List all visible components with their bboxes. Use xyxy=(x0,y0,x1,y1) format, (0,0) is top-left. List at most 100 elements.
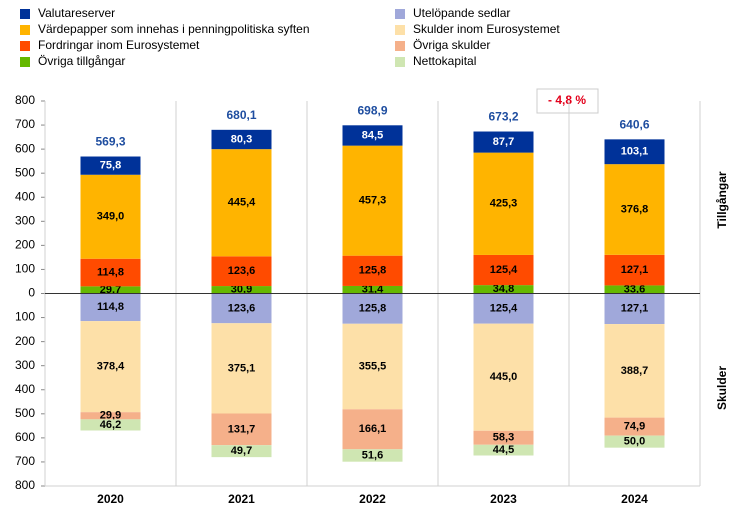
bar-segment xyxy=(473,254,534,286)
value-label: 425,3 xyxy=(490,198,518,210)
y-tick-label: 100 xyxy=(15,310,35,324)
y-tick-label: 600 xyxy=(15,430,35,444)
value-label: 166,1 xyxy=(359,423,387,435)
y-tick-label: 600 xyxy=(15,141,35,155)
value-label: 114,8 xyxy=(97,266,124,278)
bar-segment xyxy=(473,323,534,431)
legend-swatch xyxy=(395,41,405,51)
value-label: 44,5 xyxy=(493,444,514,456)
bar-segment xyxy=(604,435,665,448)
x-tick-label: 2023 xyxy=(490,492,517,506)
value-label: 127,1 xyxy=(621,303,649,315)
value-label: 31,4 xyxy=(362,284,384,296)
y-tick-label: 400 xyxy=(15,382,35,396)
bar-segment xyxy=(604,164,665,255)
value-label: 388,7 xyxy=(621,365,649,377)
bar-segment xyxy=(604,417,665,436)
total-label: 680,1 xyxy=(226,108,256,122)
value-label: 80,3 xyxy=(231,133,252,145)
bar-segment xyxy=(473,430,534,445)
legend-swatch xyxy=(395,25,405,35)
bar-segment xyxy=(80,156,141,175)
bar-segment xyxy=(211,445,272,458)
value-label: 378,4 xyxy=(97,361,125,373)
bar-segment xyxy=(342,285,403,294)
legend-label: Valutareserver xyxy=(38,6,115,20)
bar-segment xyxy=(211,323,272,414)
side-label: Tillgångar xyxy=(715,171,729,228)
y-tick-label: 300 xyxy=(15,213,35,227)
x-tick-label: 2024 xyxy=(621,492,648,506)
value-label: 74,9 xyxy=(624,421,645,433)
y-tick-label: 800 xyxy=(15,478,35,492)
total-label: 640,6 xyxy=(619,118,649,132)
value-label: 46,2 xyxy=(100,419,121,431)
value-label: 127,1 xyxy=(621,264,649,276)
value-label: 33,6 xyxy=(624,283,645,295)
bar-segment xyxy=(80,419,141,431)
y-tick-label: 800 xyxy=(15,93,35,107)
legend-swatch xyxy=(395,57,405,67)
total-label: 569,3 xyxy=(95,135,125,149)
legend-label: Övriga tillgångar xyxy=(38,54,125,68)
bar-segment xyxy=(342,323,403,410)
legend-label: Skulder inom Eurosystemet xyxy=(413,22,560,36)
value-label: 29,7 xyxy=(100,284,121,296)
legend-label: Nettokapital xyxy=(413,54,476,68)
bar-segment xyxy=(473,152,534,255)
bar-segment xyxy=(604,285,665,294)
y-tick-label: 400 xyxy=(15,189,35,203)
value-label: 355,5 xyxy=(359,360,387,372)
value-label: 349,0 xyxy=(97,211,125,223)
value-label: 30,9 xyxy=(231,284,252,296)
annotation: - 4,8 % xyxy=(548,93,586,107)
bar-segment xyxy=(211,149,272,257)
value-label: 125,8 xyxy=(359,265,387,277)
bar-segment xyxy=(211,286,272,294)
legend-swatch xyxy=(395,9,405,19)
value-label: 50,0 xyxy=(624,436,645,448)
legend-swatch xyxy=(20,25,30,35)
bar-segment xyxy=(80,412,141,420)
value-label: 125,4 xyxy=(490,264,518,276)
value-label: 125,4 xyxy=(490,302,518,314)
y-tick-label: 500 xyxy=(15,165,35,179)
bar-segment xyxy=(342,145,403,256)
value-label: 123,6 xyxy=(228,265,256,277)
value-label: 445,0 xyxy=(490,371,518,383)
y-tick-label: 200 xyxy=(15,238,35,252)
side-label: Skulder xyxy=(715,366,729,410)
x-tick-label: 2022 xyxy=(359,492,386,506)
value-label: 58,3 xyxy=(493,432,514,444)
bar-segment xyxy=(473,285,534,294)
legend-label: Övriga skulder xyxy=(413,38,490,52)
value-label: 445,4 xyxy=(228,197,256,209)
bar-segment xyxy=(604,139,665,165)
y-tick-label: 500 xyxy=(15,406,35,420)
value-label: 29,9 xyxy=(100,410,121,422)
value-label: 84,5 xyxy=(362,129,383,141)
annotation-box xyxy=(536,88,599,114)
total-label: 673,2 xyxy=(488,110,518,124)
value-label: 457,3 xyxy=(359,195,387,207)
y-tick-label: 100 xyxy=(15,262,35,276)
legend-swatch xyxy=(20,41,30,51)
bar-segment xyxy=(342,255,403,286)
value-label: 114,8 xyxy=(97,301,124,313)
value-label: 87,7 xyxy=(493,136,514,148)
bar-segment xyxy=(80,174,141,259)
legend-label: Värdepapper som innehas i penningpolitis… xyxy=(38,22,310,36)
value-label: 376,8 xyxy=(621,203,649,215)
value-label: 51,6 xyxy=(362,449,383,461)
bar-segment xyxy=(80,286,141,294)
value-label: 123,6 xyxy=(228,302,256,314)
bar-segment xyxy=(604,293,665,325)
value-label: 375,1 xyxy=(228,362,256,374)
bar-segment xyxy=(342,125,403,146)
bar-segment xyxy=(211,256,272,287)
bar-segment xyxy=(211,129,272,150)
y-tick-label: 700 xyxy=(15,454,35,468)
legend-swatch xyxy=(20,9,30,19)
bar-segment xyxy=(342,449,403,462)
